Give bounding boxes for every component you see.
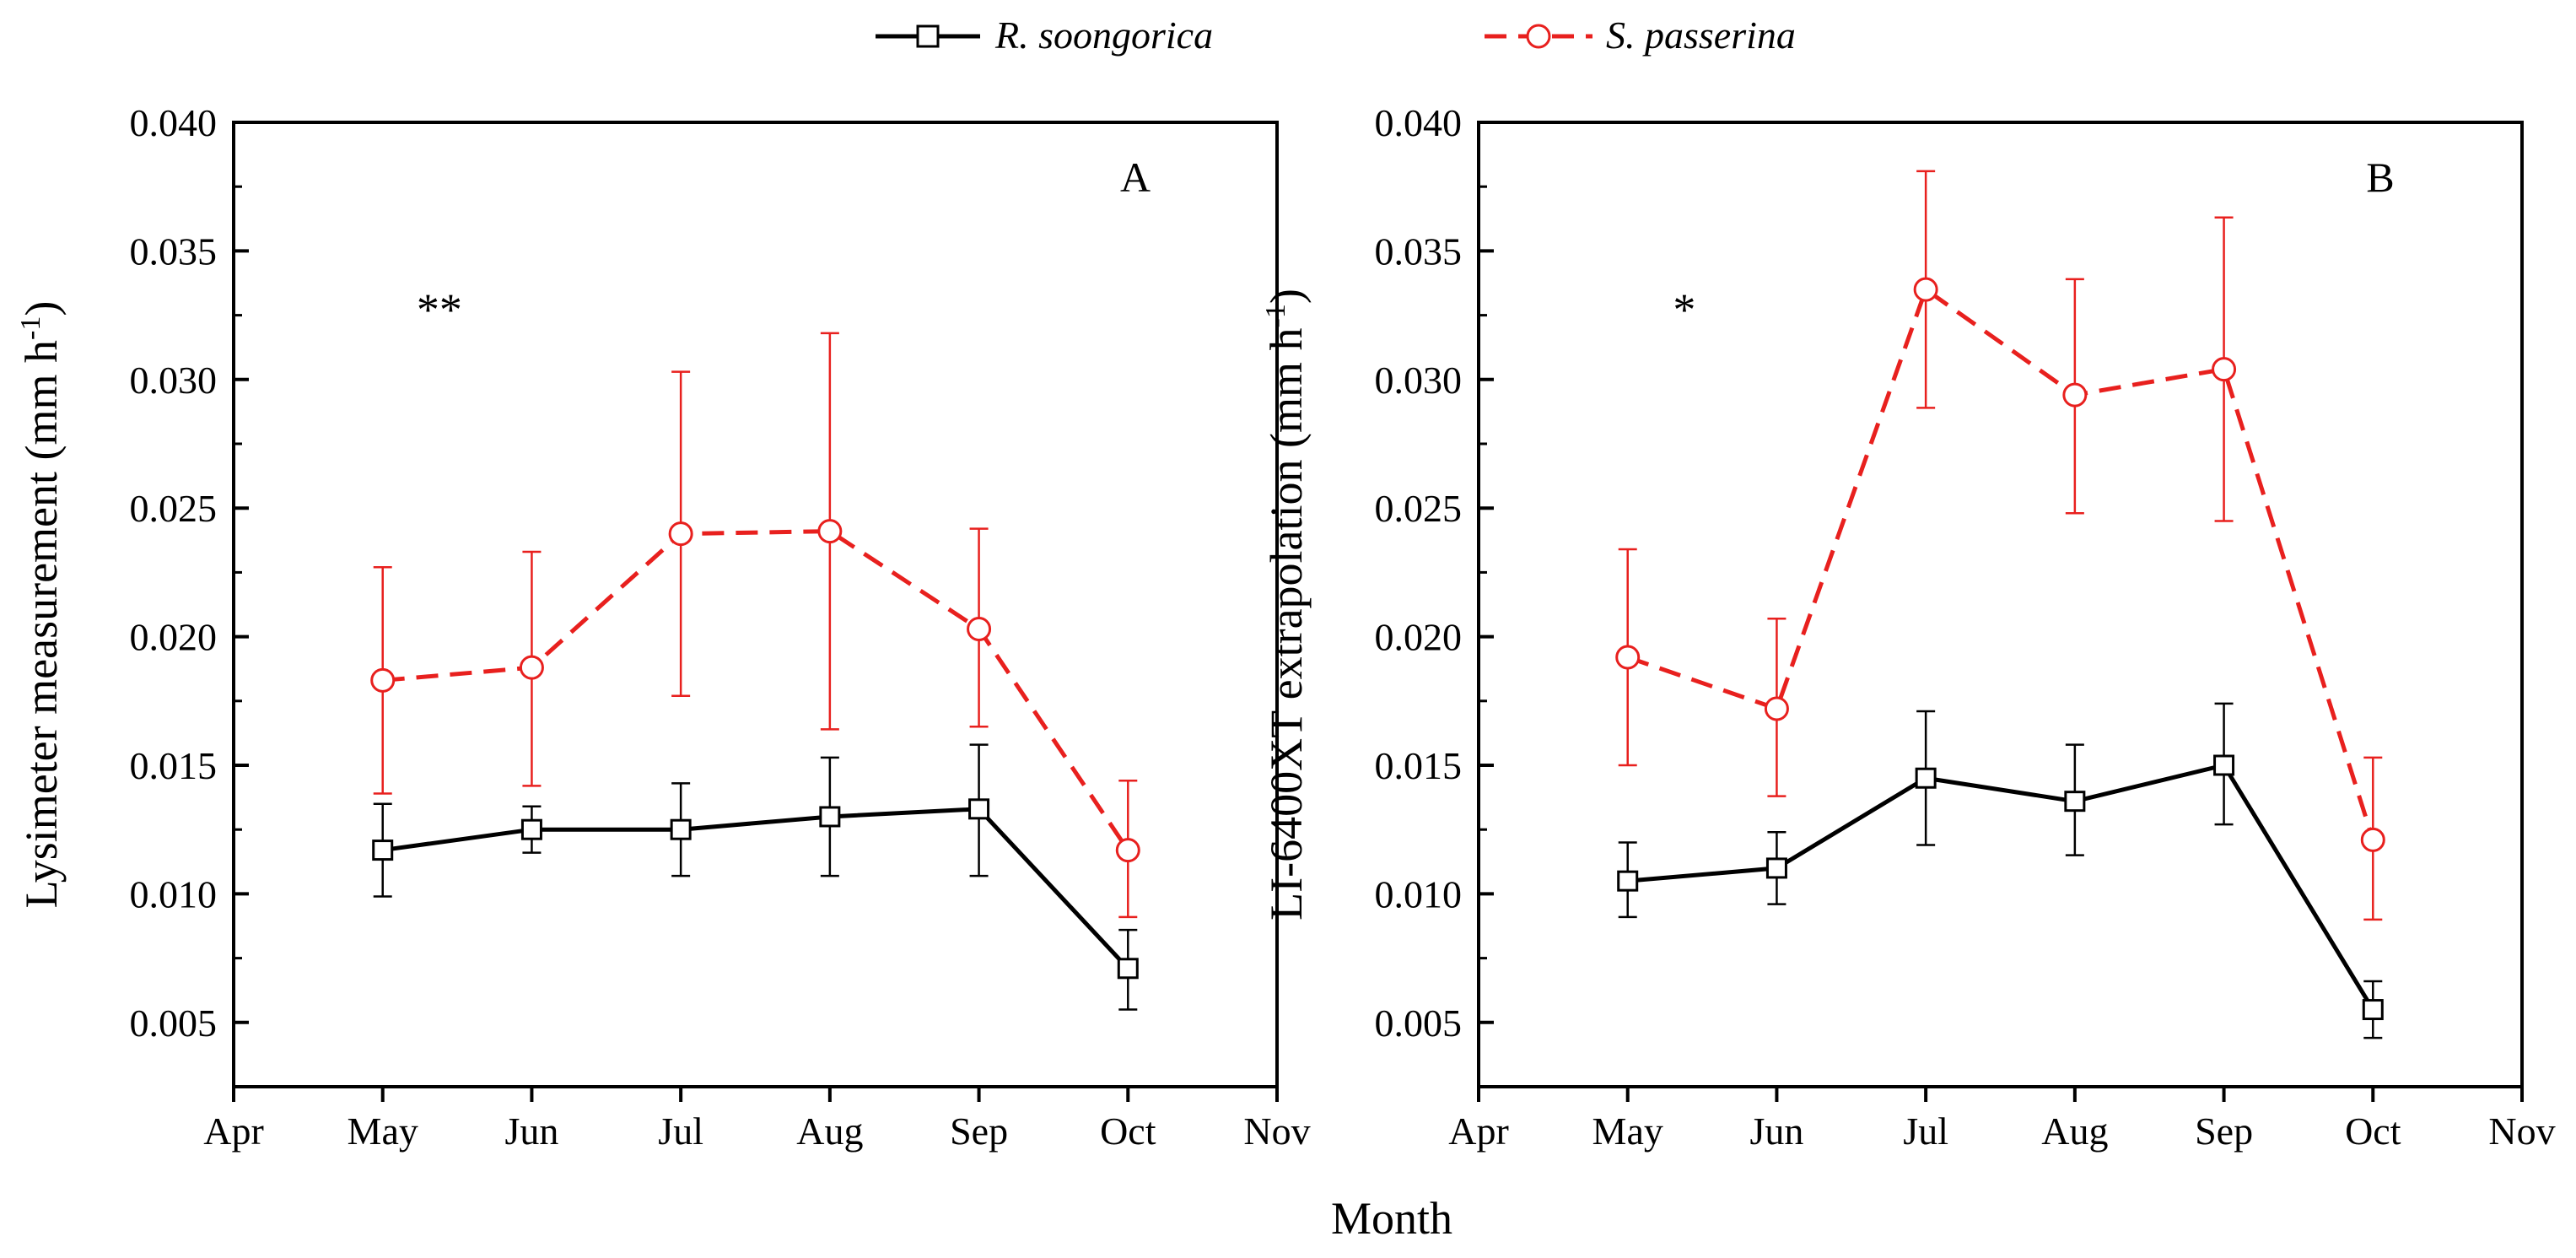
x-tick-label: Apr	[1448, 1110, 1509, 1153]
series-line	[1627, 763, 2375, 1011]
data-point	[1615, 645, 1641, 670]
series-s-passerina	[370, 332, 1140, 919]
y-tick-label: 0.025	[130, 487, 218, 530]
y-tick-label: 0.035	[1375, 229, 1463, 273]
series-line	[1626, 286, 2375, 841]
data-point	[1765, 857, 1787, 879]
legend-item-r-soongorica: R. soongorica	[876, 13, 1213, 57]
data-point	[370, 667, 396, 693]
data-point	[819, 806, 841, 828]
y-tick-label: 0.010	[130, 872, 218, 915]
plot-frame	[232, 121, 1279, 1088]
y-tick-label: 0.035	[130, 229, 218, 273]
shared-x-axis-label: Month	[1331, 1193, 1452, 1244]
x-tick-label: May	[1592, 1110, 1663, 1153]
x-tick-label: Jul	[658, 1110, 703, 1153]
data-point	[668, 521, 693, 547]
data-point	[2360, 827, 2385, 852]
data-point	[520, 818, 542, 840]
data-point	[1117, 958, 1139, 980]
data-point	[519, 655, 544, 680]
data-point	[1617, 870, 1639, 892]
data-point	[1915, 767, 1937, 789]
x-tick-label: Oct	[2345, 1110, 2401, 1153]
y-axis-label: LI-6400XT extrapolation (mm h-1)	[1260, 289, 1312, 921]
y-tick-label: 0.025	[1375, 487, 1463, 530]
panel-a: 0.005 0.010 0.015 0.020 0.025 0.030 0.035 0.040…	[15, 101, 1311, 1153]
y-tick-label: 0.015	[130, 744, 218, 787]
x-tick-label: Aug	[796, 1110, 863, 1153]
data-point	[1764, 696, 1789, 721]
x-tick-label: Oct	[1100, 1110, 1156, 1153]
data-point	[2212, 357, 2237, 382]
y-tick-label: 0.005	[1375, 1002, 1463, 1045]
panel-label: B	[2366, 154, 2394, 201]
data-point	[372, 840, 394, 861]
y-tick-label: 0.020	[1375, 616, 1463, 659]
plot-frame	[1477, 121, 2524, 1088]
data-point	[670, 818, 692, 840]
y-tick-label: 0.015	[1375, 744, 1463, 787]
x-tick-label: Jul	[1903, 1110, 1948, 1153]
y-tick-label: 0.020	[130, 616, 218, 659]
series-r-soongorica	[1617, 702, 2384, 1039]
significance-annotation: **	[417, 284, 462, 335]
legend-label-s-passerina: S. passerina	[1606, 13, 1796, 57]
panel-label: A	[1120, 154, 1151, 201]
data-point	[2362, 999, 2384, 1021]
series-line	[382, 807, 1130, 970]
x-tick-label: Jun	[1749, 1110, 1803, 1153]
y-tick-label: 0.030	[1375, 359, 1463, 402]
y-axis-label: Lysimeter measurement (mm h-1)	[15, 301, 67, 909]
y-tick-label: 0.005	[130, 1002, 218, 1045]
panel-b: 0.005 0.010 0.015 0.020 0.025 0.030 0.035 0.040…	[1260, 101, 2556, 1153]
data-point	[2062, 382, 2088, 408]
significance-annotation: *	[1673, 284, 1695, 335]
legend-square-marker-icon	[916, 24, 940, 48]
series-s-passerina	[1615, 170, 2385, 921]
y-tick-label: 0.030	[130, 359, 218, 402]
y-tick-label: 0.010	[1375, 872, 1463, 915]
x-tick-label: Sep	[2195, 1110, 2253, 1153]
x-tick-label: Nov	[2488, 1110, 2555, 1153]
legend-label-r-soongorica: R. soongorica	[994, 13, 1213, 57]
legend: R. soongorica S. passerina	[876, 13, 1796, 57]
series-line	[382, 529, 1130, 851]
data-point	[2213, 754, 2235, 776]
legend-item-s-passerina: S. passerina	[1485, 13, 1796, 57]
x-tick-label: Nov	[1243, 1110, 1310, 1153]
data-point	[968, 798, 990, 820]
x-tick-label: Apr	[203, 1110, 264, 1153]
legend-circle-marker-icon	[1526, 24, 1551, 49]
data-point	[1115, 838, 1140, 863]
series-r-soongorica	[372, 743, 1139, 1011]
y-tick-label: 0.040	[1375, 101, 1463, 144]
x-tick-label: Sep	[950, 1110, 1008, 1153]
x-tick-label: Aug	[2041, 1110, 2108, 1153]
data-point	[817, 519, 843, 544]
data-point	[967, 616, 992, 641]
x-tick-label: May	[348, 1110, 418, 1153]
y-tick-label: 0.040	[130, 101, 218, 144]
x-tick-label: Jun	[504, 1110, 558, 1153]
data-point	[2064, 791, 2086, 813]
data-point	[1913, 277, 1938, 302]
